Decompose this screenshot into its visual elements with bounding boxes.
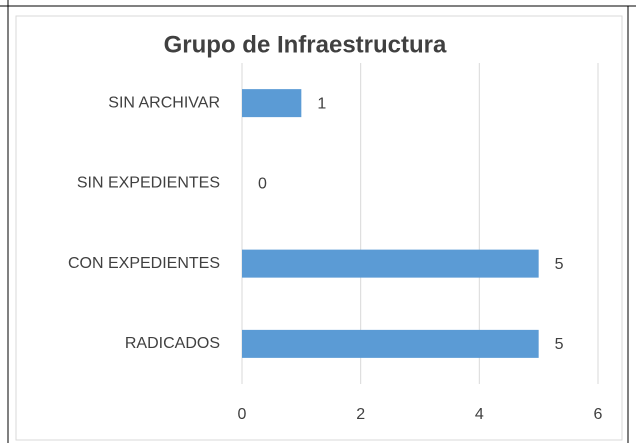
x-tick-label: 2 — [356, 406, 365, 423]
data-label: 5 — [555, 336, 564, 353]
data-label: 5 — [555, 256, 564, 273]
x-tick-label: 4 — [475, 406, 484, 423]
y-tick-label: SIN ARCHIVAR — [108, 94, 220, 111]
data-label: 0 — [258, 176, 267, 193]
chart-title: Grupo de Infraestructura — [164, 31, 447, 58]
x-tick-label: 6 — [594, 406, 603, 423]
y-tick-label: RADICADOS — [125, 335, 220, 352]
bar — [242, 249, 539, 278]
bar — [242, 329, 539, 358]
bar — [242, 89, 302, 118]
data-label: 1 — [317, 95, 326, 112]
y-tick-label: CON EXPEDIENTES — [68, 255, 220, 272]
x-tick-label: 0 — [238, 406, 247, 423]
y-tick-label: SIN EXPEDIENTES — [77, 175, 220, 192]
chart-border — [15, 15, 623, 441]
